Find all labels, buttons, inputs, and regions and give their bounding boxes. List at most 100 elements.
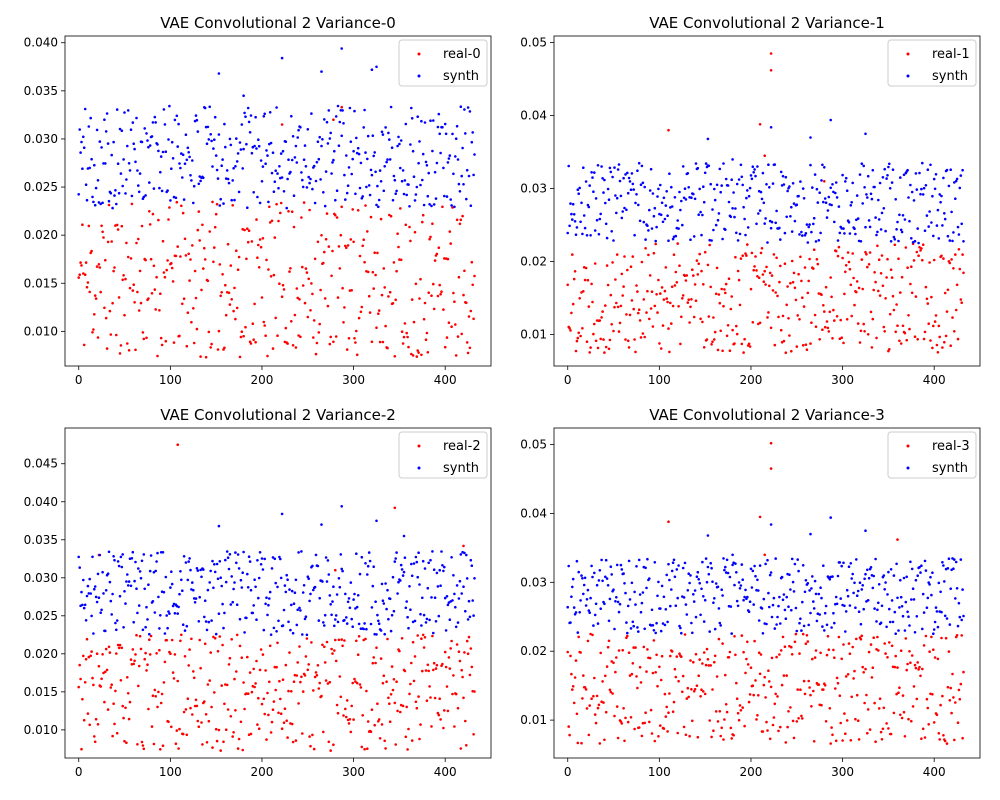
real-point [814,649,818,652]
real-point [305,637,309,640]
real-point [919,674,922,678]
synth-point [204,620,208,623]
synth-point [807,623,810,627]
real-point [456,335,460,338]
real-point [767,311,770,314]
real-point [88,723,91,727]
real-point [831,337,834,340]
synth-point [337,577,341,580]
synth-point [210,619,213,622]
real-point [825,320,829,323]
real-point [938,335,941,339]
synth-point [932,234,935,238]
real-point [416,634,420,637]
synth-point [652,214,656,218]
real-point [138,634,142,638]
synth-point [604,575,607,579]
real-point [282,288,286,291]
real-point [82,343,86,347]
real-point [131,289,135,292]
synth-point [893,238,897,241]
synth-point [702,200,706,204]
synth-point [302,158,306,161]
real-point [820,293,823,297]
synth-point [767,591,770,595]
synth-point [672,558,676,562]
synth-point [360,555,364,559]
real-point [923,736,927,739]
synth-point [615,211,618,215]
real-point [109,686,113,689]
real-point [259,245,263,249]
synth-point [181,589,184,592]
synth-point [261,165,265,168]
x-tick-label: 100 [648,373,671,387]
legend-label: real-1 [932,47,970,62]
legend-marker [906,444,910,448]
real-point [944,636,948,640]
real-point [654,242,657,246]
synth-point [294,578,298,582]
real-point [411,354,415,357]
synth-point [844,180,847,183]
synth-point [675,568,679,571]
real-point [896,538,899,541]
real-point [148,223,152,226]
synth-point [913,239,917,243]
synth-point [668,578,671,582]
real-point [414,700,418,704]
synth-point [307,175,311,179]
synth-point [693,197,697,201]
real-point [109,333,113,336]
real-point [942,734,945,737]
real-point [914,666,918,670]
synth-point [960,618,963,622]
synth-point [694,615,698,619]
real-point [191,244,194,247]
synth-point [615,596,618,599]
real-point [300,216,303,219]
real-point [569,654,572,658]
real-point [712,316,715,319]
real-point [755,269,758,272]
synth-point [819,586,822,589]
real-point [784,351,788,355]
real-point [170,725,173,729]
synth-point [98,140,102,143]
synth-point [128,169,132,172]
synth-point [260,557,264,560]
synth-point [334,614,338,617]
synth-point [783,231,787,235]
real-point [213,225,217,229]
synth-point [926,596,930,600]
synth-point [888,620,892,624]
real-point [167,218,170,221]
real-point [812,689,815,693]
synth-point [257,576,261,580]
synth-point [112,140,115,144]
axes-frame [64,35,492,367]
real-point [603,351,606,354]
synth-point [643,185,646,189]
synth-point [650,608,654,612]
synth-point [696,166,700,170]
synth-point [180,578,183,582]
real-point [706,263,710,267]
synth-point [353,109,356,113]
synth-point [263,112,267,116]
synth-point [362,627,366,631]
synth-point [97,596,101,599]
synth-point [442,569,445,573]
synth-point [197,620,201,623]
synth-point [181,623,185,626]
synth-point [574,611,578,614]
synth-point [625,208,628,212]
synth-point [397,135,400,139]
synth-point [885,625,888,629]
synth-point [123,590,126,593]
synth-point [836,239,840,242]
synth-point [402,534,406,538]
real-point [790,653,794,656]
real-point [713,338,716,341]
synth-point [809,136,812,139]
